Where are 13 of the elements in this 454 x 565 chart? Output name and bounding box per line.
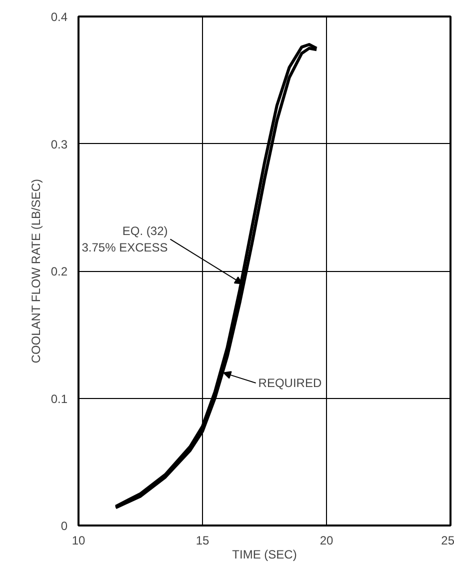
y-tick-label: 0.4 [50,10,68,24]
x-axis-title: TIME (SEC) [232,548,297,562]
y-tick-label: 0.3 [50,137,68,152]
x-tick-label: 10 [72,534,86,548]
y-axis-title: COOLANT FLOW RATE (LB/SEC) [28,178,43,364]
x-tick-label: 20 [320,534,334,548]
annotation: REQUIRED [258,376,322,390]
y-tick-label: 0 [60,519,68,533]
x-tick-label: 25 [441,534,454,548]
x-tick-label: 15 [196,534,210,548]
y-tick-label: 0.1 [50,392,68,406]
annotation: EQ. (32) 3.75% EXCESS [82,224,168,255]
y-tick-label: 0.2 [50,264,68,278]
